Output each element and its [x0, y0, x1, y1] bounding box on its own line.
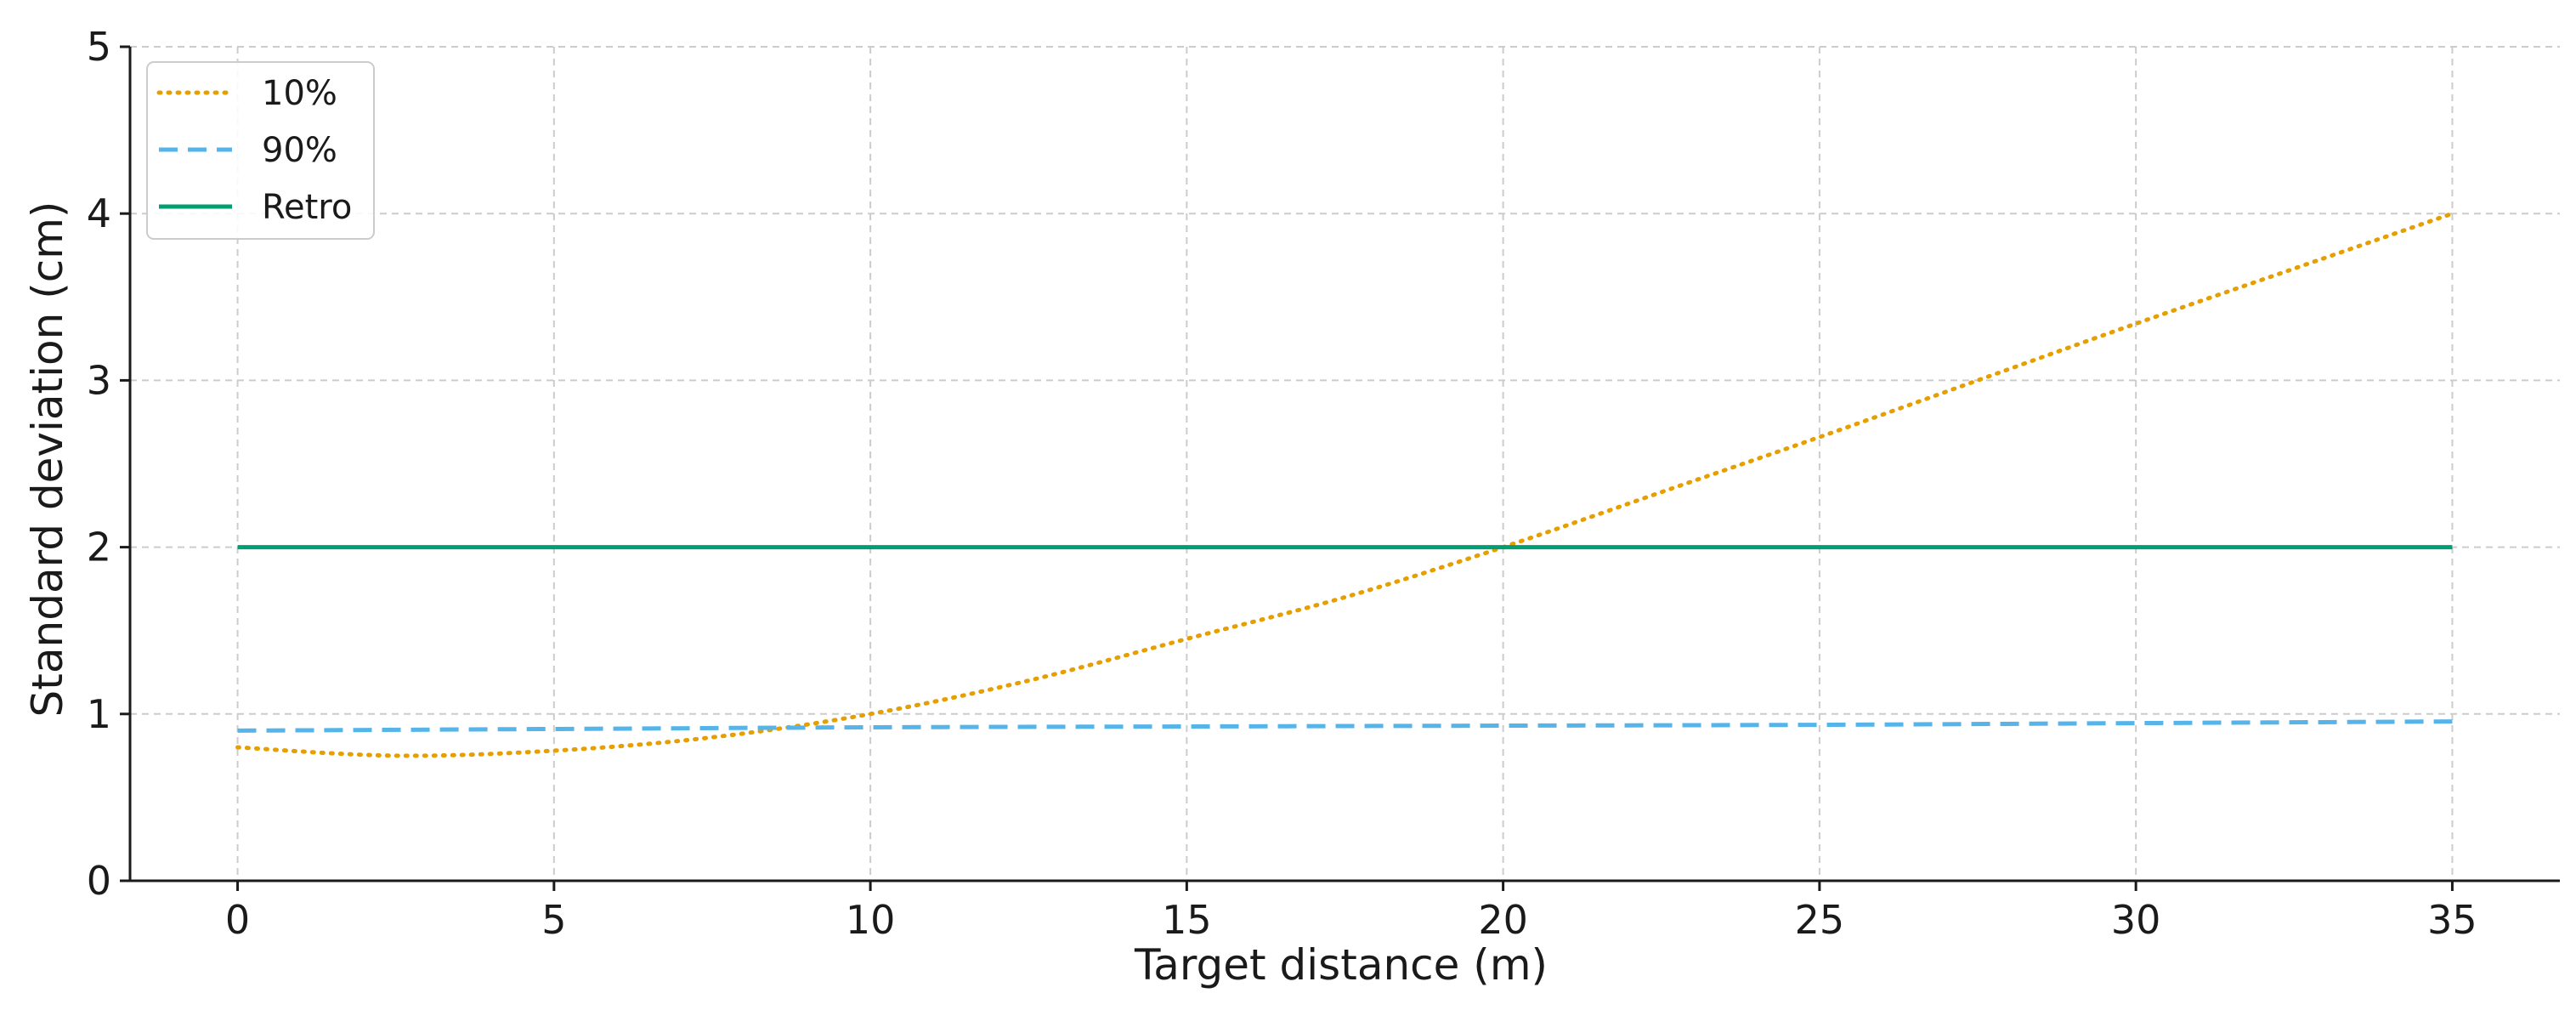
- y-tick-label: 2: [87, 525, 111, 570]
- series-line-90: [237, 719, 2453, 733]
- y-tick-label: 4: [87, 190, 111, 236]
- legend-label: Retro: [262, 188, 352, 227]
- legend: 10% 90% Retro: [146, 61, 375, 240]
- x-tick-label: 30: [2111, 897, 2161, 943]
- legend-label: 10%: [262, 74, 337, 113]
- series-lines: [235, 211, 2454, 758]
- axes: [128, 47, 2560, 882]
- series-line-10: [235, 211, 2454, 758]
- x-tick-label: 25: [1795, 897, 1845, 943]
- x-tick-label: 15: [1162, 897, 1212, 943]
- legend-label: 90%: [262, 131, 337, 170]
- legend-box: [146, 61, 375, 240]
- x-tick-label: 10: [846, 897, 896, 943]
- x-axis-title: Target distance (m): [1134, 940, 1548, 990]
- y-axis-title: Standard deviation (cm): [23, 201, 72, 718]
- x-tick-label: 35: [2427, 897, 2477, 943]
- y-tick-label: 0: [87, 858, 111, 904]
- x-tick-label: 20: [1478, 897, 1528, 943]
- y-tick-label: 5: [87, 24, 111, 70]
- y-tick-label: 1: [87, 691, 111, 737]
- tick-labels: 0 5 10 15 20 25 30 35 0 1 2 3 4 5: [87, 24, 2477, 943]
- y-tick-label: 3: [87, 357, 111, 403]
- grid: [130, 46, 2560, 882]
- x-tick-label: 5: [541, 897, 566, 943]
- x-tick-label: 0: [225, 897, 250, 943]
